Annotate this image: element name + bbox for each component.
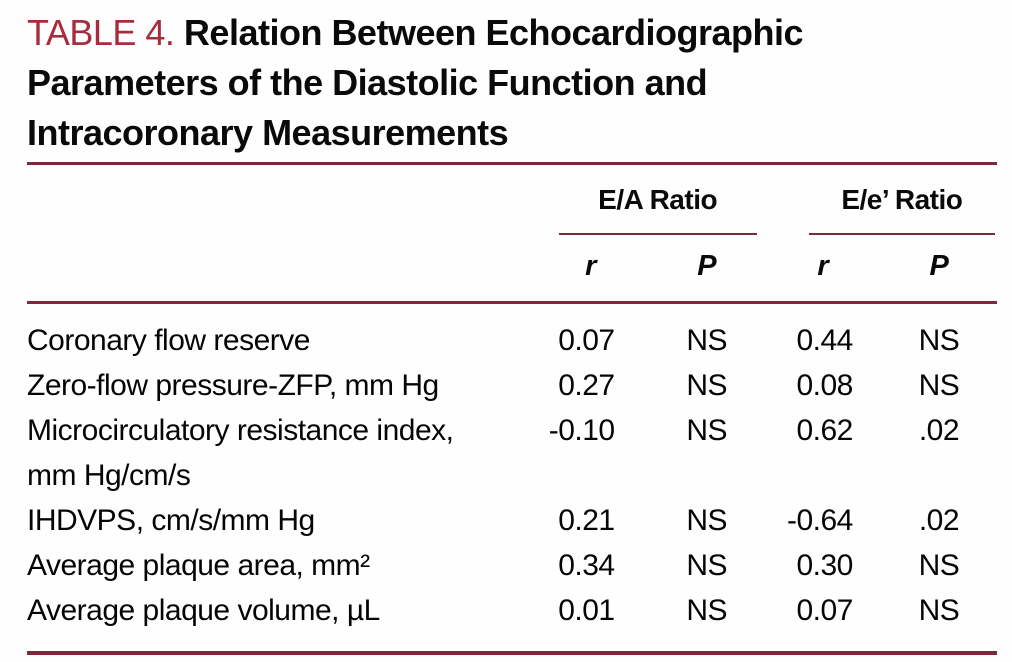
cell-ee-p: NS: [918, 324, 960, 357]
cell-ea-p: NS: [686, 549, 728, 582]
cell-ee-r: 0.08: [796, 369, 853, 402]
column-group-row: E/A Ratio E/e’ Ratio: [27, 164, 997, 236]
cell-ea-r: -0.10: [548, 414, 615, 447]
cell-ee-r: 0.07: [796, 594, 853, 627]
cell-ea-r: 0.21: [558, 504, 615, 537]
table-row: Zero-flow pressure-ZFP, mm Hg 0.27 NS 0.…: [27, 363, 997, 408]
cell-ee-r: -0.64: [786, 504, 853, 537]
table-row: Coronary flow reserve 0.07 NS 0.44 NS: [27, 303, 997, 364]
cell-ee-p: NS: [918, 369, 960, 402]
cell-ee-r: 0.30: [796, 549, 853, 582]
table-number-label: TABLE 4.: [27, 12, 175, 53]
subheader-ee-r: r: [764, 235, 881, 304]
group-header-ea: E/A Ratio: [533, 164, 765, 235]
table-body: Coronary flow reserve 0.07 NS 0.44 NS Ze…: [27, 303, 997, 654]
subheader-spacer: [27, 235, 533, 304]
cell-ee-p: NS: [918, 594, 960, 627]
cell-ea-p: NS: [686, 369, 728, 402]
cell-ee-p: .02: [918, 414, 960, 447]
cell-ea-r: 0.27: [558, 369, 615, 402]
row-label: IHDVPS, cm/s/mm Hg: [27, 504, 315, 537]
cell-ee-r: 0.62: [796, 414, 853, 447]
cell-ee-r: 0.44: [796, 324, 853, 357]
row-label: Average plaque volume, µL: [27, 594, 380, 627]
group-header-ee: E/e’ Ratio: [765, 164, 997, 235]
table-row: IHDVPS, cm/s/mm Hg 0.21 NS -0.64 .02: [27, 498, 997, 543]
cell-ee-p: .02: [918, 504, 960, 537]
cell-ea-r: 0.07: [558, 324, 615, 357]
group-header-ea-label: E/A Ratio: [558, 183, 757, 235]
row-label: Coronary flow reserve: [27, 324, 310, 357]
subheader-row: r P r P: [27, 235, 997, 304]
table-title: TABLE 4. Relation Between Echocardiograp…: [27, 8, 932, 158]
subheader-ea-p: P: [648, 235, 765, 304]
cell-ea-r: 0.01: [558, 594, 615, 627]
row-label: Zero-flow pressure-ZFP, mm Hg: [27, 369, 439, 402]
cell-ee-p: NS: [918, 549, 960, 582]
cell-ea-p: NS: [686, 324, 728, 357]
table-header: E/A Ratio E/e’ Ratio r P r P: [27, 164, 997, 304]
data-table: E/A Ratio E/e’ Ratio r P r P Coronary fl…: [27, 162, 997, 655]
subheader-ea-r: r: [532, 235, 649, 304]
table-row: Average plaque area, mm² 0.34 NS 0.30 NS: [27, 543, 997, 588]
cell-ea-p: NS: [686, 414, 728, 447]
cell-ea-p: NS: [686, 504, 728, 537]
row-label: Average plaque area, mm²: [27, 549, 370, 582]
group-header-ee-label: E/e’ Ratio: [808, 183, 995, 235]
row-label: Microcirculatory resistance index, mm Hg…: [27, 414, 454, 492]
table-row: Microcirculatory resistance index, mm Hg…: [27, 408, 997, 498]
table-heading-text: Relation Between Echocardiographic Param…: [27, 12, 804, 153]
group-header-spacer: [27, 164, 533, 236]
cell-ea-p: NS: [686, 594, 728, 627]
subheader-ee-p: P: [880, 235, 997, 304]
table-row: Average plaque volume, µL 0.01 NS 0.07 N…: [27, 588, 997, 653]
cell-ea-r: 0.34: [558, 549, 615, 582]
